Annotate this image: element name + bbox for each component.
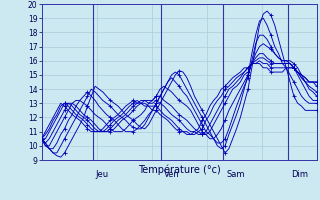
Text: Ven: Ven — [164, 170, 180, 179]
Text: Dim: Dim — [291, 170, 308, 179]
Text: Sam: Sam — [226, 170, 244, 179]
Text: Jeu: Jeu — [95, 170, 108, 179]
X-axis label: Température (°c): Température (°c) — [138, 164, 220, 175]
